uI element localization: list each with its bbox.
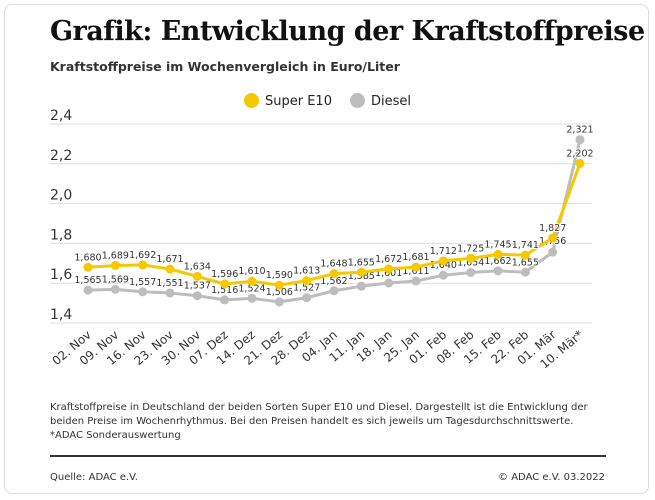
y-tick-label: 1,8 (50, 227, 72, 243)
data-point (411, 276, 421, 286)
data-label: 1,557 (129, 277, 156, 288)
data-label: 1,648 (320, 259, 347, 270)
data-point (356, 281, 366, 291)
data-point (520, 267, 530, 277)
data-label: 1,681 (402, 252, 429, 263)
divider (50, 455, 606, 457)
data-point (411, 262, 421, 272)
data-label: 1,516 (211, 285, 238, 296)
data-point (220, 279, 230, 289)
data-label: 1,590 (266, 270, 293, 281)
legend-label-e10: Super E10 (265, 94, 332, 109)
data-point (192, 271, 202, 281)
data-point (548, 247, 558, 257)
data-point (438, 270, 448, 280)
data-label: 1,527 (293, 283, 320, 294)
data-point (329, 286, 339, 296)
data-point (274, 297, 284, 307)
data-point (384, 264, 394, 274)
data-label: 1,662 (484, 256, 511, 267)
data-label: 1,655 (348, 257, 375, 268)
data-label: 1,741 (512, 240, 539, 251)
legend-swatch-e10 (244, 93, 259, 108)
data-point (138, 260, 148, 270)
data-point (302, 293, 312, 303)
data-point (110, 260, 120, 270)
y-tick-label: 1,4 (50, 307, 72, 323)
y-tick-label: 2,4 (50, 108, 72, 124)
data-point (83, 262, 93, 272)
data-label: 1,672 (375, 254, 402, 265)
legend-label-diesel: Diesel (370, 94, 411, 109)
data-point (520, 250, 530, 260)
legend: Super E10 Diesel (0, 93, 655, 109)
data-label: 1,634 (184, 261, 211, 272)
data-point (247, 276, 257, 286)
legend-item-diesel[interactable]: Diesel (349, 93, 411, 109)
data-label: 2,202 (566, 148, 593, 159)
legend-swatch-diesel (349, 93, 365, 108)
data-label: 1,725 (457, 243, 484, 254)
source: Quelle: ADAC e.V. (50, 472, 138, 483)
data-label: 1,827 (539, 223, 566, 234)
data-point (466, 267, 476, 277)
data-point (329, 269, 339, 279)
data-point (575, 158, 585, 168)
data-label: 1,655 (512, 257, 539, 268)
data-label: 1,671 (156, 254, 183, 265)
data-point (356, 267, 366, 277)
data-point (220, 295, 230, 305)
data-label: 1,551 (156, 278, 183, 289)
data-point (110, 284, 120, 294)
data-label: 1,506 (266, 287, 293, 298)
data-point (493, 249, 503, 259)
data-point (274, 280, 284, 290)
data-label: 1,689 (102, 250, 129, 261)
data-point (438, 256, 448, 266)
data-point (192, 291, 202, 301)
data-point (548, 233, 558, 243)
copyright: © ADAC e.V. 03.2022 (498, 472, 605, 483)
chart-card (4, 4, 649, 494)
y-tick-label: 2,2 (50, 148, 72, 164)
data-label: 1,524 (238, 283, 265, 294)
data-point (165, 264, 175, 274)
y-tick-label: 2,0 (50, 188, 72, 204)
data-point (575, 135, 585, 145)
data-label: 1,537 (184, 281, 211, 292)
data-point (138, 287, 148, 297)
data-label: 1,745 (484, 239, 511, 250)
data-label: 1,562 (320, 276, 347, 287)
data-label: 2,321 (566, 125, 593, 136)
data-point (302, 276, 312, 286)
data-point (247, 293, 257, 303)
legend-item-e10[interactable]: Super E10 (244, 93, 332, 109)
data-point (165, 288, 175, 298)
data-point (83, 285, 93, 295)
data-point (384, 278, 394, 288)
data-point (493, 266, 503, 276)
chart-title: Grafik: Entwicklung der Kraftstoffpreise (50, 16, 645, 47)
data-point (466, 253, 476, 263)
data-label: 1,613 (293, 266, 320, 277)
data-label: 1,596 (211, 269, 238, 280)
data-label: 1,565 (74, 275, 101, 286)
data-label: 1,692 (129, 250, 156, 261)
data-label: 1,569 (102, 274, 129, 285)
chart-subtitle: Kraftstoffpreise im Wochenvergleich in E… (50, 59, 400, 74)
data-label: 1,680 (74, 252, 101, 263)
y-tick-label: 1,6 (50, 267, 72, 283)
data-label: 1,712 (430, 246, 457, 257)
data-label: 1,610 (238, 266, 265, 277)
footnote: Kraftstoffpreise in Deutschland der beid… (50, 402, 588, 441)
